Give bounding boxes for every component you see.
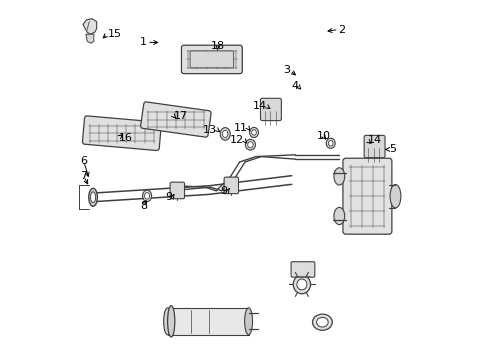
Ellipse shape [91, 192, 96, 203]
Ellipse shape [249, 127, 259, 138]
FancyBboxPatch shape [170, 182, 185, 199]
Text: 14: 14 [368, 135, 382, 145]
Text: 5: 5 [389, 144, 396, 154]
Ellipse shape [297, 279, 307, 290]
FancyBboxPatch shape [343, 158, 392, 234]
Ellipse shape [334, 207, 345, 225]
FancyBboxPatch shape [141, 102, 211, 137]
Text: 16: 16 [119, 132, 133, 143]
Text: 11: 11 [234, 123, 248, 133]
Ellipse shape [168, 306, 175, 337]
Polygon shape [83, 19, 97, 34]
Text: 12: 12 [230, 135, 245, 145]
Ellipse shape [245, 308, 252, 335]
Ellipse shape [245, 139, 255, 150]
Text: 8: 8 [140, 201, 147, 211]
Text: 17: 17 [174, 111, 188, 121]
Ellipse shape [222, 130, 228, 138]
Text: 13: 13 [203, 125, 217, 135]
Text: 1: 1 [140, 37, 147, 48]
Text: 9: 9 [165, 192, 172, 202]
FancyBboxPatch shape [364, 135, 385, 158]
Text: 7: 7 [80, 171, 87, 181]
Ellipse shape [390, 185, 401, 208]
Polygon shape [86, 34, 94, 43]
Text: 4: 4 [291, 81, 298, 91]
Text: 3: 3 [283, 65, 290, 75]
FancyBboxPatch shape [261, 98, 281, 121]
Ellipse shape [145, 193, 149, 199]
Text: 18: 18 [211, 41, 225, 51]
Ellipse shape [252, 130, 256, 135]
Ellipse shape [326, 138, 335, 148]
Ellipse shape [334, 168, 345, 185]
Ellipse shape [317, 318, 328, 327]
Ellipse shape [328, 140, 333, 146]
Text: 15: 15 [107, 29, 122, 39]
Text: 6: 6 [80, 156, 87, 166]
Ellipse shape [164, 308, 171, 335]
Text: 9: 9 [220, 186, 228, 196]
Text: 14: 14 [252, 101, 267, 111]
FancyBboxPatch shape [291, 262, 315, 277]
Ellipse shape [293, 275, 311, 294]
Bar [168, 308, 248, 335]
FancyBboxPatch shape [181, 45, 242, 74]
Ellipse shape [220, 127, 230, 140]
FancyBboxPatch shape [224, 177, 239, 194]
Text: 2: 2 [339, 24, 346, 35]
FancyBboxPatch shape [190, 51, 234, 68]
Ellipse shape [248, 141, 253, 148]
Ellipse shape [143, 190, 151, 202]
Ellipse shape [89, 188, 98, 206]
Ellipse shape [313, 314, 332, 330]
FancyBboxPatch shape [82, 116, 161, 150]
Text: 10: 10 [317, 131, 330, 141]
